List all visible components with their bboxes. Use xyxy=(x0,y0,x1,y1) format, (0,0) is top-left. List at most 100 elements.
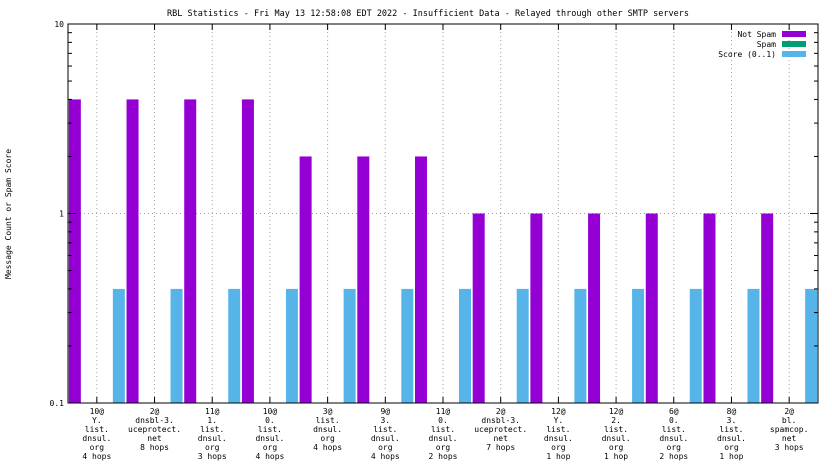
x-tick-label: list. xyxy=(258,425,282,434)
bar-s2-7 xyxy=(516,288,529,403)
x-tick-label: dnsul. xyxy=(602,434,631,443)
x-tick-label: 0. xyxy=(265,416,275,425)
x-tick-label: 2 hops xyxy=(659,452,688,461)
x-tick-label: dnsbl-3. xyxy=(481,416,520,425)
x-tick-label: dnsul. xyxy=(255,434,284,443)
x-tick-label: org xyxy=(263,443,278,452)
x-tick-label: uceprotect. xyxy=(128,425,181,434)
x-tick-label: Y. xyxy=(554,416,564,425)
x-tick-label: list. xyxy=(431,425,455,434)
legend-label-1: Spam xyxy=(757,40,776,49)
x-tick-label: bl. xyxy=(782,416,796,425)
bar-s2-4 xyxy=(343,288,356,403)
x-tick-label: dnsul. xyxy=(717,434,746,443)
x-tick-label: org xyxy=(724,443,739,452)
legend-swatch-1 xyxy=(782,41,806,47)
y-tick-label: 1 xyxy=(59,210,64,219)
x-tick-label: 8 hops xyxy=(140,443,169,452)
x-tick-label: dnsul. xyxy=(313,425,342,434)
x-tick-label: dnsul. xyxy=(544,434,573,443)
chart-title: RBL Statistics - Fri May 13 12:58:08 EDT… xyxy=(167,9,689,19)
x-tick-label: 10@ xyxy=(90,407,105,416)
x-tick-label: 1 hop xyxy=(719,452,743,461)
x-tick-label: net xyxy=(782,434,797,443)
bar-s0-4 xyxy=(299,156,312,403)
x-tick-label: 2 hops xyxy=(429,452,458,461)
x-tick-label: list. xyxy=(373,425,397,434)
x-tick-label: org xyxy=(320,434,335,443)
x-tick-label: org xyxy=(609,443,624,452)
x-tick-label: 11@ xyxy=(436,407,451,416)
x-tick-label: 1 hop xyxy=(604,452,628,461)
x-tick-label: net xyxy=(493,434,508,443)
bar-s0-7 xyxy=(472,213,485,403)
bar-s0-0 xyxy=(68,99,81,403)
x-tick-label: list. xyxy=(546,425,570,434)
x-tick-label: 0. xyxy=(438,416,448,425)
bar-s0-1 xyxy=(126,99,139,403)
legend-swatch-2 xyxy=(782,51,806,57)
bar-s2-10 xyxy=(689,288,702,403)
x-tick-label: 3 hops xyxy=(775,443,804,452)
bar-s2-11 xyxy=(747,288,760,403)
bar-s0-10 xyxy=(645,213,658,403)
x-tick-label: dnsul. xyxy=(82,434,111,443)
x-tick-label: dnsul. xyxy=(659,434,688,443)
x-tick-label: 3 hops xyxy=(198,452,227,461)
x-tick-label: 3. xyxy=(380,416,390,425)
x-tick-label: 4 hops xyxy=(255,452,284,461)
bar-s2-5 xyxy=(401,288,414,403)
bar-s2-12 xyxy=(805,288,818,403)
x-tick-label: list. xyxy=(200,425,224,434)
bar-s2-6 xyxy=(459,288,471,403)
x-tick-label: 1 hop xyxy=(546,452,570,461)
x-tick-label: 1. xyxy=(207,416,217,425)
x-tick-label: org xyxy=(205,443,220,452)
x-tick-label: list. xyxy=(85,425,109,434)
y-tick-label: 10 xyxy=(54,20,64,29)
bar-s0-3 xyxy=(241,99,254,403)
bar-s2-3 xyxy=(285,288,298,403)
x-tick-label: uceprotect. xyxy=(474,425,527,434)
x-tick-label: 2@ xyxy=(784,407,794,416)
bar-s0-2 xyxy=(184,99,197,403)
bar-s2-0 xyxy=(112,288,125,403)
x-tick-label: 2@ xyxy=(150,407,160,416)
x-tick-label: org xyxy=(378,443,393,452)
x-tick-label: 4 hops xyxy=(313,443,342,452)
bar-s0-5 xyxy=(357,156,370,403)
bar-s2-9 xyxy=(632,288,645,403)
legend-label-0: Not Spam xyxy=(737,30,776,39)
x-tick-label: org xyxy=(90,443,105,452)
bar-s0-9 xyxy=(588,213,601,403)
x-tick-label: list. xyxy=(316,416,340,425)
x-tick-label: 4 hops xyxy=(82,452,111,461)
x-tick-label: 3@ xyxy=(323,407,333,416)
x-tick-label: Y. xyxy=(92,416,102,425)
x-tick-label: dnsul. xyxy=(371,434,400,443)
x-tick-label: spamcop. xyxy=(770,425,809,434)
y-ticks: 0.1 1 10 xyxy=(50,20,818,408)
y-axis-label: Message Count or Spam Score xyxy=(4,149,13,279)
bars-group xyxy=(68,99,818,403)
x-tick-label: 12@ xyxy=(609,407,624,416)
x-tick-label: 7 hops xyxy=(486,443,515,452)
bar-s0-6 xyxy=(415,156,427,403)
x-tick-label: 4 hops xyxy=(371,452,400,461)
x-tick-label: 3. xyxy=(727,416,737,425)
x-tick-label: 12@ xyxy=(551,407,566,416)
bar-s0-8 xyxy=(530,213,543,403)
